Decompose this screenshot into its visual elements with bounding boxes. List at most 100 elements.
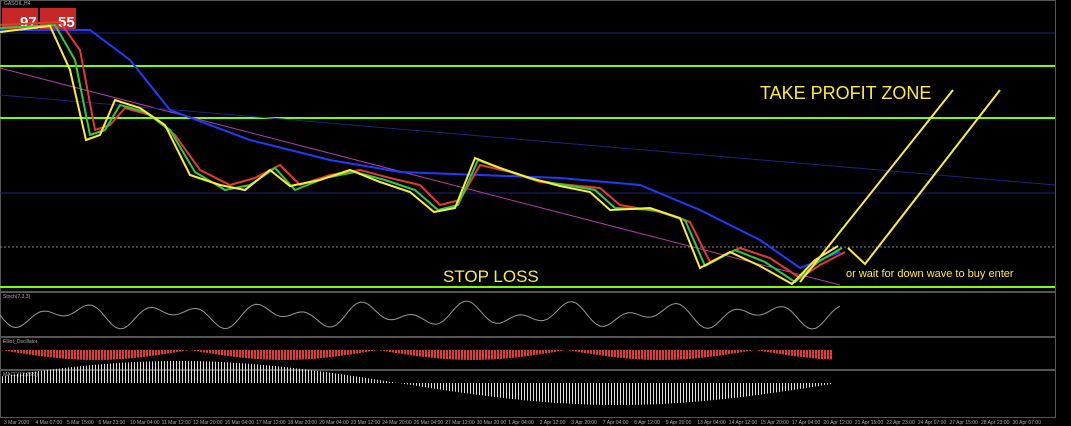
oscillator-bar xyxy=(290,350,292,360)
macd-bar xyxy=(695,383,696,402)
macd-bar xyxy=(404,383,405,384)
oscillator-bar xyxy=(680,350,682,360)
macd-bar xyxy=(77,366,78,383)
macd-bar xyxy=(308,369,309,383)
time-label: 11 Mar 12:00 xyxy=(162,420,191,426)
macd-bar xyxy=(203,361,204,383)
oscillator-bar xyxy=(293,350,295,360)
oscillator-bar xyxy=(317,350,319,359)
macd-bar xyxy=(218,361,219,383)
oscillator-bar xyxy=(32,350,34,356)
oscillator-bar xyxy=(812,350,814,359)
macd-bar xyxy=(347,375,348,383)
macd-bar xyxy=(353,376,354,383)
oscillator-bar xyxy=(785,350,787,355)
oscillator-bar xyxy=(695,350,697,359)
oscillator-bar xyxy=(368,350,370,352)
channel-line xyxy=(0,94,1056,186)
oscillator-bar xyxy=(146,350,148,357)
macd-bar xyxy=(764,383,765,394)
oscillator-bar xyxy=(437,350,439,359)
macd-bar xyxy=(788,383,789,391)
macd-bar xyxy=(197,361,198,383)
oscillator-bar xyxy=(626,350,628,359)
yellow-average xyxy=(0,24,839,286)
oscillator-bar xyxy=(59,350,61,359)
macd-bar xyxy=(338,373,339,383)
oscillator-bar xyxy=(359,350,361,353)
time-label: 17 Apr 04:00 xyxy=(792,420,821,426)
macd-bar xyxy=(206,361,207,383)
macd-bar xyxy=(713,383,714,401)
macd-bar xyxy=(761,383,762,395)
macd-bar xyxy=(701,383,702,402)
oscillator-bar xyxy=(152,350,154,356)
macd-bar xyxy=(599,383,600,405)
macd-bar xyxy=(263,364,264,383)
oscillator-bar xyxy=(455,350,457,360)
oscillator-bar xyxy=(287,350,289,360)
macd-bar xyxy=(200,361,201,383)
macd-bar xyxy=(188,361,189,383)
time-label: 17 Mar 12:00 xyxy=(256,420,286,426)
oscillator-bar xyxy=(449,350,451,360)
time-label: 20 Mar 04:00 xyxy=(319,420,349,426)
macd-bar xyxy=(815,383,816,387)
macd-bar xyxy=(317,371,318,383)
oscillator-bar xyxy=(209,350,211,354)
oscillator-bar xyxy=(230,350,232,357)
oscillator-bar xyxy=(305,350,307,360)
oscillator-bar xyxy=(734,350,736,354)
macd-bar xyxy=(50,369,51,383)
oscillator-bar xyxy=(380,350,382,351)
oscillator-bar xyxy=(518,350,520,358)
macd-bar xyxy=(518,383,519,400)
oscillator-bar xyxy=(767,350,769,353)
macd-bar xyxy=(659,383,660,405)
macd-bar xyxy=(500,383,501,398)
macd-bar xyxy=(380,380,381,383)
oscillator-bar xyxy=(758,350,760,351)
macd-bar xyxy=(344,374,345,383)
macd-bar xyxy=(290,367,291,383)
macd-bar xyxy=(776,383,777,393)
macd-bar xyxy=(302,369,303,383)
oscillator-bar xyxy=(347,350,349,355)
macd-bar xyxy=(383,380,384,383)
macd-bar xyxy=(506,383,507,399)
macd-bar xyxy=(410,383,411,385)
oscillator-bar xyxy=(788,350,790,356)
oscillator-bar xyxy=(335,350,337,357)
macd-bar xyxy=(299,368,300,383)
macd-bar xyxy=(332,373,333,383)
oscillator-bar xyxy=(173,350,175,353)
oscillator-bar xyxy=(170,350,172,353)
oscillator-bar xyxy=(617,350,619,358)
macd-bar xyxy=(605,383,606,405)
oscillator-bar xyxy=(89,350,91,360)
macd-bar xyxy=(326,372,327,383)
oscillator-bar xyxy=(206,350,208,353)
macd-bar xyxy=(221,362,222,383)
oscillator-bar xyxy=(194,350,196,351)
oscillator-bar xyxy=(236,350,238,358)
oscillator-bar xyxy=(803,350,805,358)
oscillator-bar xyxy=(620,350,622,358)
macd-bar xyxy=(179,361,180,383)
oscillator-bar xyxy=(722,350,724,356)
macd-bar xyxy=(560,383,561,404)
oscillator-bar xyxy=(707,350,709,358)
oscillator-bar xyxy=(809,350,811,358)
macd-bar xyxy=(632,383,633,405)
time-label: 14 Apr 12:00 xyxy=(729,420,758,426)
macd-bar xyxy=(635,383,636,405)
oscillator-bar xyxy=(56,350,58,358)
indicators xyxy=(0,300,841,405)
oscillator-bar xyxy=(308,350,310,360)
oscillator-bar xyxy=(179,350,181,352)
macd-bar xyxy=(455,383,456,392)
oscillator-bar xyxy=(284,350,286,360)
macd-bar xyxy=(71,367,72,383)
macd-bar xyxy=(425,383,426,388)
